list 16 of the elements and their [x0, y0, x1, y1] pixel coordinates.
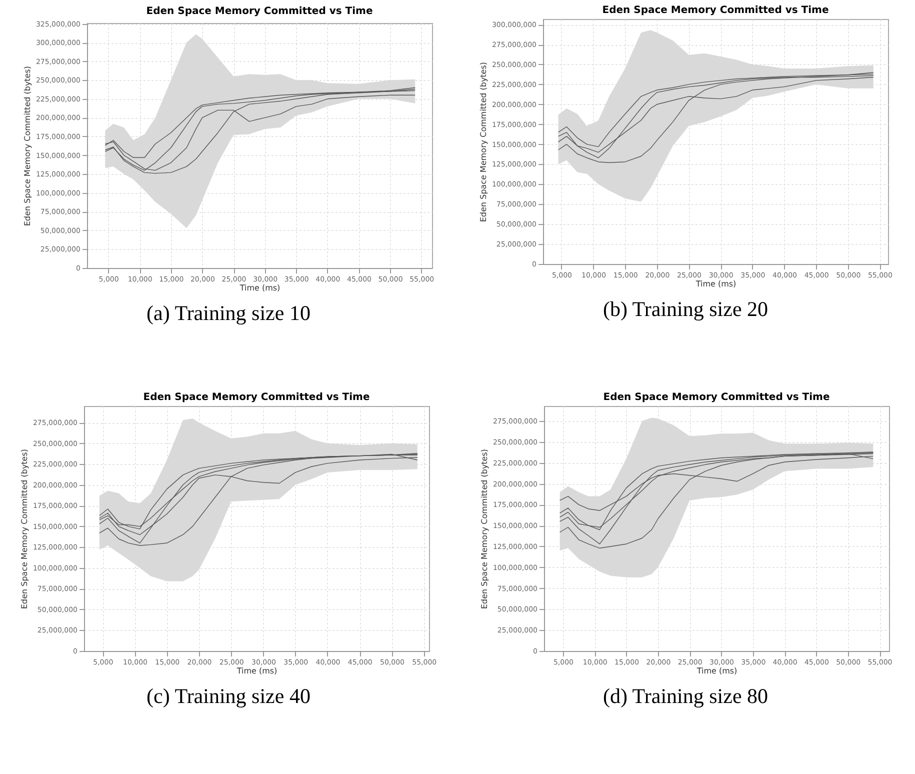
- text: (d) Training size 80: [602, 684, 768, 709]
- x-axis-title: Time (ms): [236, 666, 278, 676]
- y-axis-title: Eden Space Memory Committed (bytes): [479, 448, 488, 610]
- x-axis-title: Time (ms): [238, 284, 280, 292]
- y-axis-title: Eden Space Memory Committed (bytes): [478, 62, 488, 222]
- x-axis-title: Time (ms): [694, 280, 736, 288]
- text: (a) Training size 10: [146, 301, 310, 326]
- y-axis-title: Eden Space Memory Committed (bytes): [20, 448, 29, 610]
- text: (c) Training size 40: [146, 684, 310, 709]
- chart-title: Eden Space Memory Committed vs Time: [602, 5, 829, 16]
- text: (b) Training size 20: [602, 297, 768, 322]
- y-axis-title: Eden Space Memory Committed (bytes): [22, 66, 32, 226]
- chart-title: Eden Space Memory Committed vs Time: [602, 392, 830, 403]
- x-axis-title: Time (ms): [695, 666, 737, 676]
- chart-title: Eden Space Memory Committed vs Time: [143, 392, 370, 403]
- chart-title: Eden Space Memory Committed vs Time: [146, 6, 373, 17]
